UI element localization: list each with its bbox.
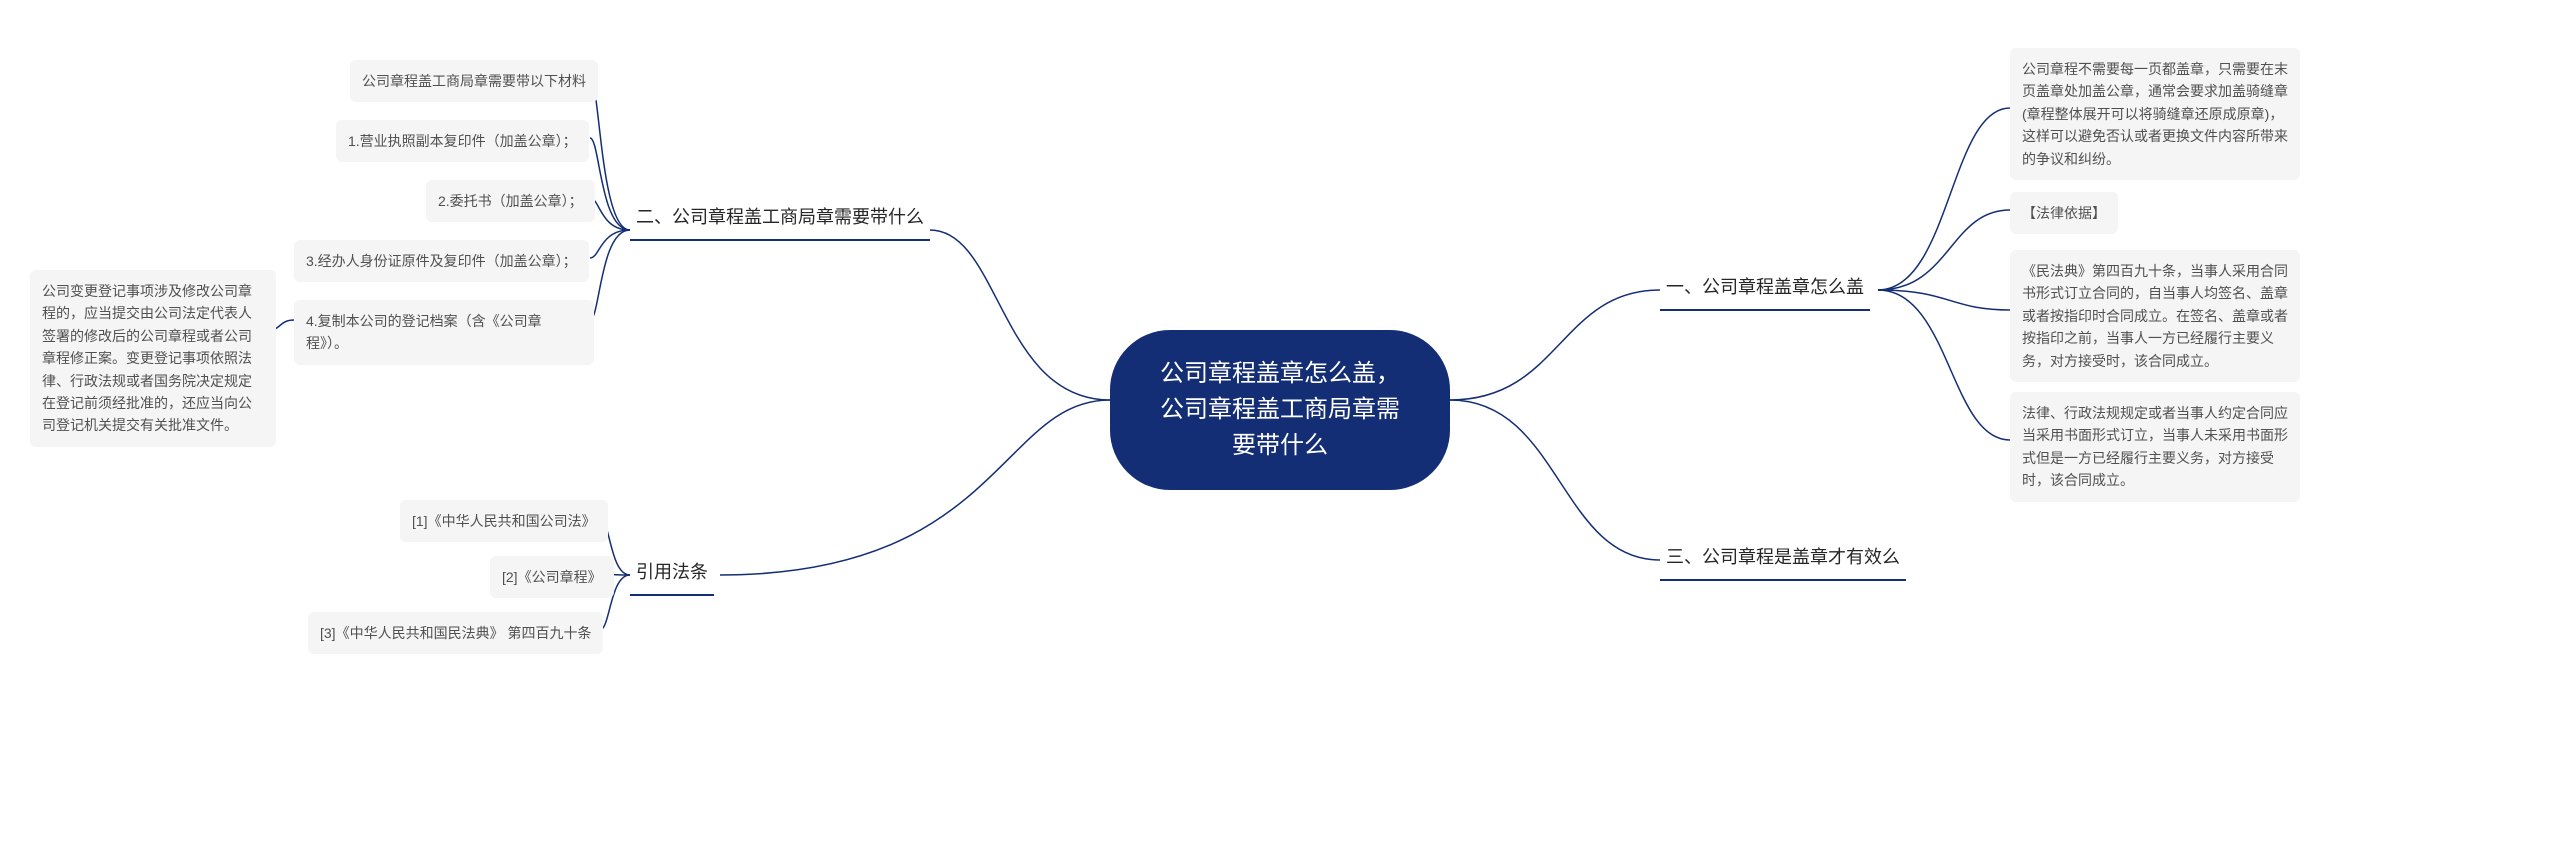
branch-quote: 引用法条 [630, 555, 714, 596]
branch-3-label: 三、公司章程是盖章才有效么 [1666, 547, 1900, 567]
branch-1: 一、公司章程盖章怎么盖 [1660, 270, 1870, 311]
branch-2-leaf-2: 2.委托书（加盖公章）； [426, 180, 595, 222]
branch-1-leaf-1: 【法律依据】 [2010, 192, 2118, 234]
branch-2-label: 二、公司章程盖工商局章需要带什么 [636, 207, 924, 227]
center-node: 公司章程盖章怎么盖，公司章程盖工商局章需要带什么 [1110, 330, 1450, 490]
branch-2-leaf-1: 1.营业执照副本复印件（加盖公章）； [336, 120, 589, 162]
branch-quote-leaf-0: [1]《中华人民共和国公司法》 [400, 500, 608, 542]
branch-2-leaf-3: 3.经办人身份证原件及复印件（加盖公章）； [294, 240, 589, 282]
branch-1-leaf-3: 法律、行政法规规定或者当事人约定合同应当采用书面形式订立，当事人未采用书面形式但… [2010, 392, 2300, 502]
branch-2-leaf-0: 公司章程盖工商局章需要带以下材料 [350, 60, 598, 102]
branch-2-leaf-4-extra: 公司变更登记事项涉及修改公司章程的，应当提交由公司法定代表人签署的修改后的公司章… [30, 270, 276, 447]
center-text: 公司章程盖章怎么盖，公司章程盖工商局章需要带什么 [1160, 360, 1400, 459]
branch-1-leaf-0: 公司章程不需要每一页都盖章，只需要在末页盖章处加盖公章，通常会要求加盖骑缝章(章… [2010, 48, 2300, 180]
branch-2: 二、公司章程盖工商局章需要带什么 [630, 200, 930, 241]
branch-2-leaf-4: 4.复制本公司的登记档案（含《公司章程》）。 [294, 300, 594, 365]
branch-quote-label: 引用法条 [636, 562, 708, 582]
branch-quote-leaf-1: [2]《公司章程》 [490, 556, 614, 598]
branch-1-leaf-2: 《民法典》第四百九十条，当事人采用合同书形式订立合同的，自当事人均签名、盖章或者… [2010, 250, 2300, 382]
branch-3: 三、公司章程是盖章才有效么 [1660, 540, 1906, 581]
branch-1-label: 一、公司章程盖章怎么盖 [1666, 277, 1864, 297]
branch-quote-leaf-2: [3]《中华人民共和国民法典》 第四百九十条 [308, 612, 603, 654]
mindmap-canvas: 公司章程盖章怎么盖，公司章程盖工商局章需要带什么 一、公司章程盖章怎么盖 公司章… [0, 0, 2560, 841]
